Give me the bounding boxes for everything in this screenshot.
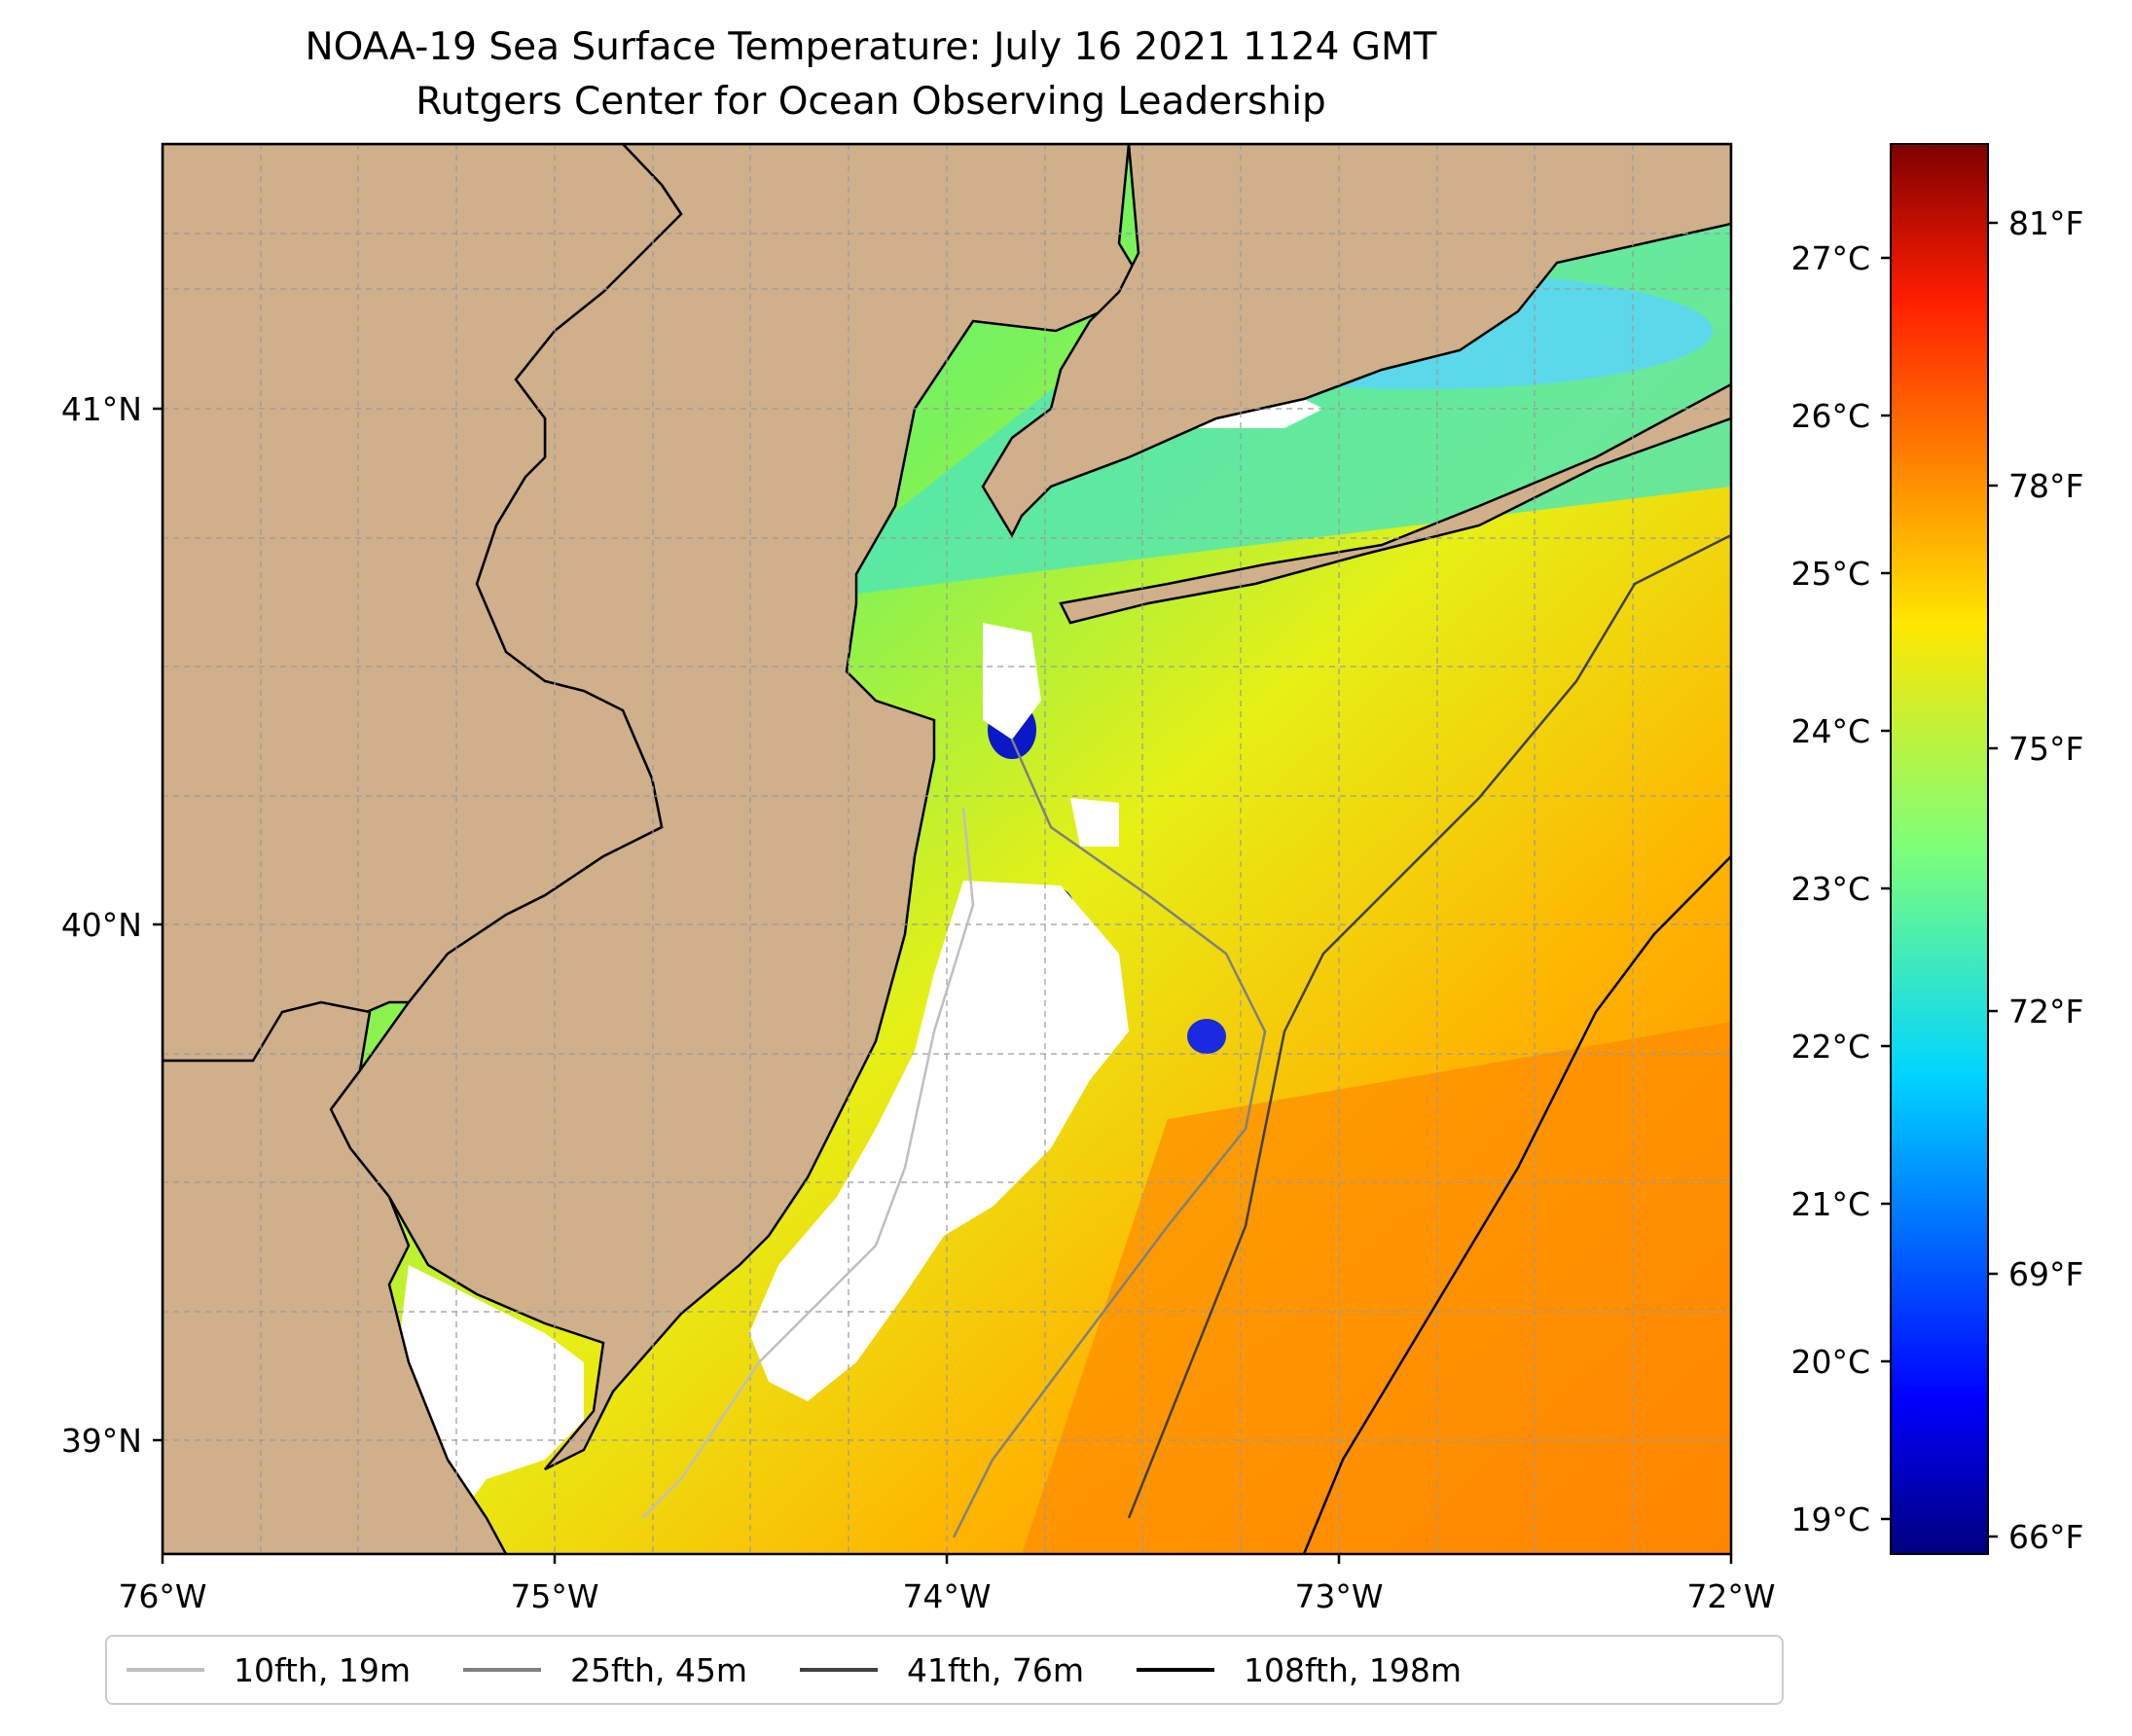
map-area bbox=[163, 144, 1731, 1554]
colorbar bbox=[1890, 143, 1989, 1555]
cloud-mask-nj-shelf bbox=[749, 881, 1129, 1401]
lon-tick-75w: 75°W bbox=[510, 1577, 598, 1615]
lon-tick-73w: 73°W bbox=[1294, 1577, 1383, 1615]
celsius-tick-label: 24°C bbox=[1790, 712, 1870, 750]
figure-subtitle: Rutgers Center for Ocean Observing Leade… bbox=[416, 80, 1326, 124]
isobath-108fth bbox=[1302, 855, 1731, 1554]
lon-tick-76w: 76°W bbox=[118, 1577, 206, 1615]
lat-tick-41n: 41°N bbox=[61, 390, 142, 428]
legend-item-108fth: 108fth, 198m bbox=[1127, 1651, 1462, 1689]
celsius-tick-label: 26°C bbox=[1790, 397, 1870, 435]
isobath-legend: 10fth, 19m 25fth, 45m 41fth, 76m 108fth,… bbox=[105, 1635, 1784, 1705]
land-pennsylvania bbox=[163, 144, 683, 1063]
celsius-tick-label: 22°C bbox=[1790, 1028, 1870, 1066]
legend-line-10fth bbox=[126, 1668, 204, 1672]
celsius-tick-label: 19°C bbox=[1790, 1501, 1870, 1538]
land-long-island bbox=[1059, 382, 1731, 625]
fahrenheit-tick-label: 72°F bbox=[2008, 993, 2083, 1031]
fahrenheit-tick-label: 78°F bbox=[2008, 467, 2083, 505]
celsius-tick-label: 20°C bbox=[1790, 1343, 1870, 1381]
legend-label: 25fth, 45m bbox=[570, 1650, 747, 1689]
fahrenheit-tick-label: 66°F bbox=[2008, 1518, 2083, 1556]
fahrenheit-tick-label: 75°F bbox=[2008, 730, 2083, 768]
lon-tick-72w: 72°W bbox=[1686, 1577, 1775, 1615]
graticule bbox=[163, 144, 1731, 1554]
isobath-10fth bbox=[641, 807, 975, 1519]
legend-label: 108fth, 198m bbox=[1244, 1650, 1462, 1689]
colorbar-celsius-axis: 19°C 20°C 21°C 22°C 23°C 24°C 25°C 26°C 27°C bbox=[1790, 239, 1891, 1538]
colorbar-fahrenheit-axis: 66°F 69°F 72°F 75°F 78°F 81°F bbox=[1988, 204, 2083, 1556]
lon-tick-74w: 74°W bbox=[902, 1577, 991, 1615]
legend-label: 10fth, 19m bbox=[234, 1650, 411, 1689]
land-connecticut-ny bbox=[981, 144, 1731, 538]
cloud-mask-small bbox=[1070, 798, 1119, 847]
celsius-tick-label: 27°C bbox=[1790, 239, 1870, 277]
legend-item-25fth: 25fth, 45m bbox=[453, 1651, 747, 1689]
celsius-tick-label: 23°C bbox=[1790, 870, 1870, 908]
sst-warm-region bbox=[1022, 1022, 1731, 1554]
fahrenheit-tick-label: 69°F bbox=[2008, 1255, 2083, 1293]
legend-label: 41fth, 76m bbox=[907, 1650, 1084, 1689]
lat-tick-39n: 39°N bbox=[61, 1422, 142, 1460]
land-delaware bbox=[163, 1000, 508, 1554]
fahrenheit-tick-label: 81°F bbox=[2008, 204, 2083, 242]
legend-item-41fth: 41fth, 76m bbox=[790, 1651, 1084, 1689]
celsius-tick-label: 25°C bbox=[1790, 555, 1870, 593]
legend-line-25fth bbox=[463, 1668, 541, 1672]
cold-patch-offshore bbox=[1187, 1019, 1226, 1054]
legend-item-10fth: 10fth, 19m bbox=[117, 1651, 411, 1689]
isobath-41fth bbox=[1127, 533, 1731, 1519]
cloud-mask-harbor bbox=[983, 623, 1041, 740]
legend-line-108fth bbox=[1137, 1668, 1214, 1672]
celsius-tick-label: 21°C bbox=[1790, 1185, 1870, 1223]
legend-line-41fth bbox=[800, 1668, 878, 1672]
lat-tick-40n: 40°N bbox=[61, 906, 142, 944]
isobath-25fth bbox=[952, 739, 1267, 1538]
figure-title: NOAA-19 Sea Surface Temperature: July 16… bbox=[305, 25, 1437, 69]
axis-ticks bbox=[153, 407, 1733, 1564]
